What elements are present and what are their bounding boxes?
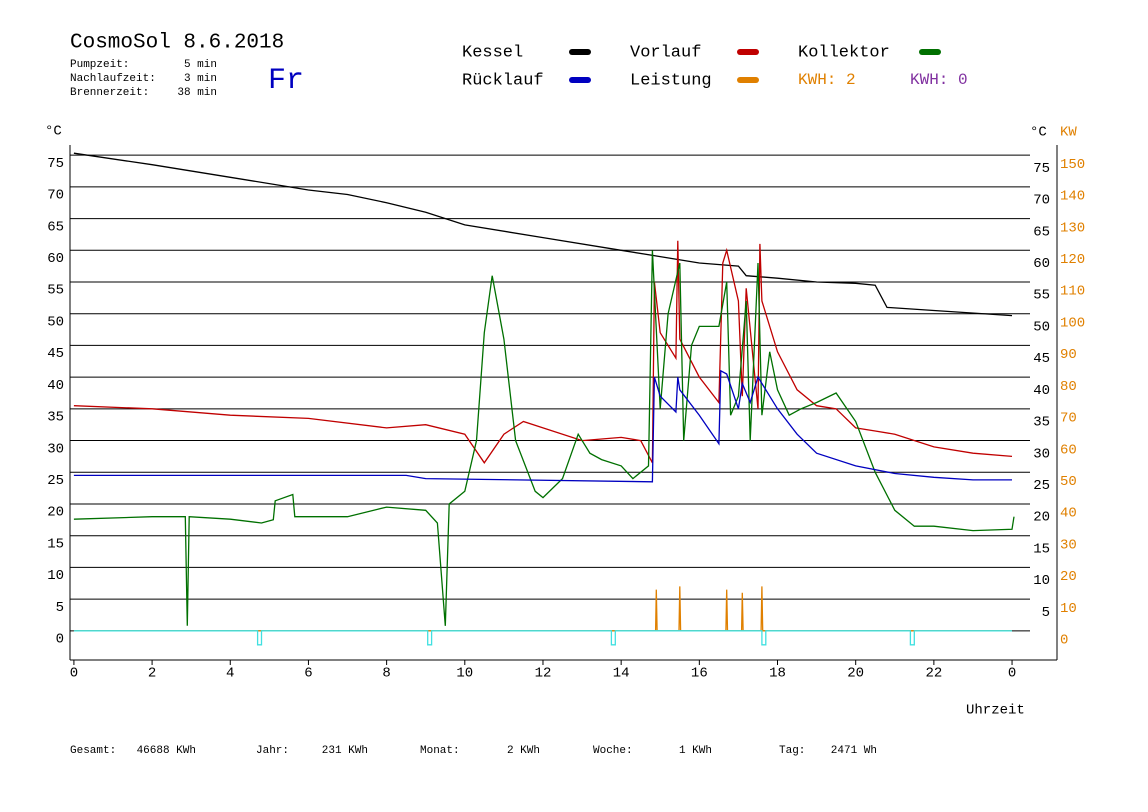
- x-tick-label: 16: [691, 666, 708, 682]
- y-tick-label: 10: [47, 568, 64, 584]
- legend-label: Rücklauf: [462, 71, 544, 90]
- series-line: [73, 240, 1013, 464]
- y-tick-label: 0: [56, 632, 64, 648]
- x-tick-label: 18: [769, 666, 786, 682]
- x-tick-label: 12: [535, 666, 552, 682]
- y-tick-label-right: 50: [1033, 319, 1050, 335]
- y2-tick-label: 60: [1060, 442, 1077, 458]
- y-tick-label: 30: [47, 441, 64, 457]
- info-label: Nachlaufzeit:: [70, 73, 156, 85]
- y-tick-label: 35: [47, 410, 64, 426]
- x-tick-label: 0: [1008, 666, 1016, 682]
- y-unit: °C: [45, 124, 62, 140]
- legend-label: Vorlauf: [630, 43, 701, 62]
- series-line: [73, 369, 1012, 483]
- kwh-label: KWH: 0: [910, 71, 968, 89]
- y2-tick-label: 0: [1060, 633, 1068, 649]
- info-label: Brennerzeit:: [70, 87, 149, 99]
- day: Fr: [268, 64, 304, 98]
- y-tick-label: 60: [47, 251, 64, 267]
- footer-label: Gesamt:: [70, 745, 116, 757]
- y2-tick-label: 80: [1060, 379, 1077, 395]
- x-tick-label: 10: [456, 666, 473, 682]
- x-tick-label: 20: [847, 666, 864, 682]
- info-value: 3 min: [184, 73, 217, 85]
- y2-tick-label: 110: [1060, 284, 1085, 300]
- y2-tick-label: 90: [1060, 347, 1077, 363]
- title: CosmoSol 8.6.2018: [70, 32, 284, 55]
- y-tick-label-right: 30: [1033, 446, 1050, 462]
- y-tick-label: 25: [47, 473, 64, 489]
- y-tick-label-right: 35: [1033, 415, 1050, 431]
- y-tick-label-right: 75: [1033, 161, 1050, 177]
- y-tick-label-right: 20: [1033, 510, 1050, 526]
- legend-label: Leistung: [630, 71, 712, 90]
- y-tick-label-right: 60: [1033, 256, 1050, 272]
- x-label: Uhrzeit: [966, 703, 1025, 719]
- y-tick-label-right: 10: [1033, 573, 1050, 589]
- footer-value: 1 KWh: [679, 745, 712, 757]
- series-line: [73, 630, 1012, 646]
- y2-tick-label: 40: [1060, 506, 1077, 522]
- y-tick-label: 70: [47, 188, 64, 204]
- info-value: 38 min: [177, 87, 217, 99]
- y2-tick-label: 70: [1060, 411, 1077, 427]
- y-tick-label-right: 45: [1033, 351, 1050, 367]
- y-tick-label: 5: [56, 600, 64, 616]
- footer-label: Tag:: [779, 745, 805, 757]
- y2-tick-label: 130: [1060, 220, 1085, 236]
- y2-tick-label: 150: [1060, 157, 1085, 173]
- legend-label: Kollektor: [798, 43, 890, 62]
- x-tick-label: 6: [304, 666, 312, 682]
- y-tick-label-right: 40: [1033, 383, 1050, 399]
- kwh-label: KWH: 2: [798, 71, 856, 89]
- y2-tick-label: 20: [1060, 569, 1077, 585]
- x-tick-label: 2: [148, 666, 156, 682]
- y-unit-right: °C: [1030, 125, 1047, 141]
- x-tick-label: 8: [382, 666, 390, 682]
- y2-tick-label: 140: [1060, 189, 1085, 205]
- y-tick-label-right: 65: [1033, 224, 1050, 240]
- y2-tick-label: 30: [1060, 537, 1077, 553]
- y2-tick-label: 50: [1060, 474, 1077, 490]
- footer-value: 231 KWh: [322, 745, 368, 757]
- footer-value: 2471 Wh: [831, 745, 877, 757]
- y-tick-label: 75: [47, 156, 64, 172]
- y-tick-label: 40: [47, 378, 64, 394]
- x-tick-label: 22: [925, 666, 942, 682]
- y2-tick-label: 10: [1060, 601, 1077, 617]
- series-line: [73, 586, 1012, 632]
- x-tick-label: 14: [613, 666, 630, 682]
- footer-value: 2 KWh: [507, 745, 540, 757]
- legend-label: Kessel: [462, 43, 523, 62]
- y2-tick-label: 100: [1060, 315, 1085, 331]
- y-tick-label-right: 55: [1033, 288, 1050, 304]
- footer-value: 46688 KWh: [137, 745, 196, 757]
- y-tick-label: 20: [47, 505, 64, 521]
- y-tick-label: 50: [47, 314, 64, 330]
- x-tick-label: 0: [70, 666, 78, 682]
- y-tick-label-right: 15: [1033, 541, 1050, 557]
- y2-tick-label: 120: [1060, 252, 1085, 268]
- y-tick-label-right: 25: [1033, 478, 1050, 494]
- x-tick-label: 4: [226, 666, 234, 682]
- info-label: Pumpzeit:: [70, 59, 129, 71]
- footer-label: Woche:: [593, 745, 633, 757]
- y-tick-label-right: 70: [1033, 193, 1050, 209]
- y2-unit: KW: [1060, 125, 1077, 141]
- y-tick-label: 45: [47, 346, 64, 362]
- series-line: [73, 250, 1015, 626]
- y-tick-label: 55: [47, 283, 64, 299]
- info-value: 5 min: [184, 59, 217, 71]
- series-line: [73, 152, 1013, 317]
- footer-label: Jahr:: [256, 745, 289, 757]
- y-tick-label: 15: [47, 536, 64, 552]
- y-tick-label-right: 5: [1042, 605, 1050, 621]
- y-tick-label: 65: [47, 219, 64, 235]
- footer-label: Monat:: [420, 745, 460, 757]
